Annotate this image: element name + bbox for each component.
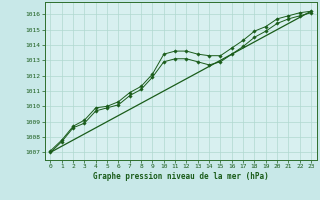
X-axis label: Graphe pression niveau de la mer (hPa): Graphe pression niveau de la mer (hPa) <box>93 172 269 181</box>
